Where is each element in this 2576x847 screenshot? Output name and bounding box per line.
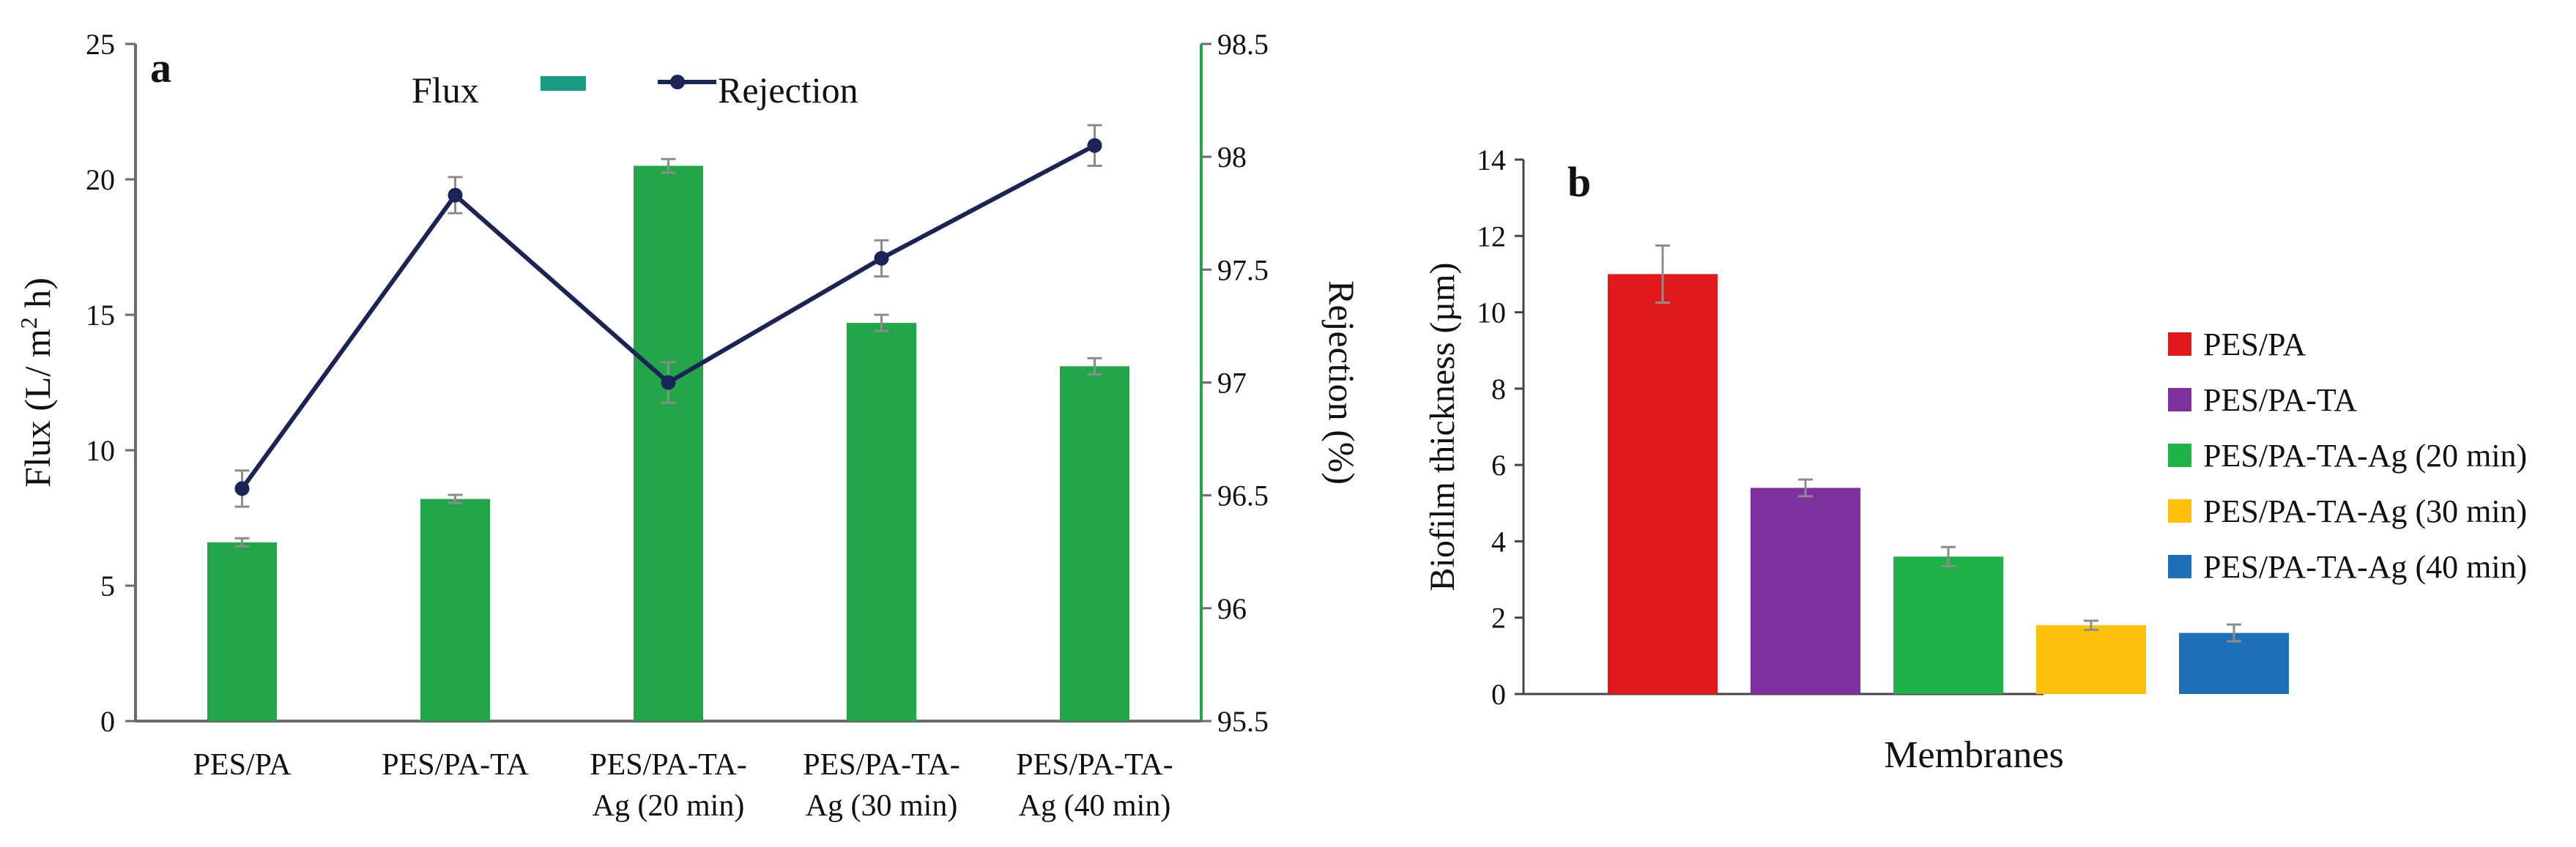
- right-axis-title: Rejection (%): [1321, 280, 1362, 485]
- flux-bar: [634, 165, 703, 721]
- x-axis-title: Membranes: [1884, 734, 2063, 776]
- rejection-point: [448, 187, 463, 203]
- x-tick-label: PES/PA: [193, 748, 292, 782]
- biofilm-bar: [1751, 488, 1860, 694]
- legend-label: PES/PA-TA: [2203, 382, 2357, 418]
- biofilm-bar: [1893, 556, 2003, 694]
- left-axis-title-superscript: 2: [15, 317, 42, 329]
- legend-label: PES/PA: [2203, 327, 2306, 362]
- flux-error-bar: [661, 157, 676, 174]
- left-axis-title: Flux (L/ m2 h): [15, 277, 58, 488]
- right-tick-label: 98.5: [1217, 28, 1269, 61]
- legend-rejection-marker: [670, 75, 685, 89]
- y-tick-label: 14: [1477, 143, 1506, 176]
- left-tick-label: 25: [86, 28, 115, 61]
- panel-a-flux-rejection-chart: 0 5 10 15 20 25 95.5 96 96.5 97 97.5 98 98.5 PES/PA PE…: [15, 28, 1362, 823]
- right-tick-label: 95.5: [1217, 705, 1269, 738]
- legend-flux-label: Flux: [412, 70, 479, 111]
- x-tick-label: PES/PA-TA-: [1016, 748, 1173, 782]
- right-tick-label: 98: [1217, 141, 1247, 173]
- right-tick-label: 96.5: [1217, 480, 1269, 512]
- rejection-point: [234, 481, 250, 496]
- left-tick-label: 10: [86, 434, 115, 467]
- y-axis-title: Biofilm thickness (µm): [1423, 263, 1462, 592]
- right-tick-label: 97.5: [1217, 253, 1269, 286]
- x-tick-label: Ag (30 min): [806, 789, 958, 823]
- y-tick-label: 2: [1491, 602, 1506, 635]
- biofilm-bar: [2036, 625, 2146, 694]
- x-tick-label: Ag (20 min): [593, 789, 745, 823]
- left-tick-label: 0: [100, 705, 115, 738]
- panel-b-biofilm-chart: 0 2 4 6 8 10 12 14 Membranes Biofilm thickness (µ…: [1423, 143, 2527, 776]
- biofilm-error-bar: [1941, 545, 1956, 567]
- legend-swatch: [2168, 388, 2191, 411]
- legend-swatch: [2168, 555, 2191, 578]
- flux-bar: [420, 499, 490, 721]
- legend-label: PES/PA-TA-Ag (20 min): [2203, 438, 2527, 474]
- right-tick-label: 96: [1217, 592, 1247, 625]
- legend-flux-swatch: [541, 76, 586, 91]
- y-tick-label: 6: [1491, 449, 1506, 482]
- y-tick-label: 8: [1491, 373, 1506, 406]
- x-tick-label: PES/PA-TA: [382, 748, 529, 782]
- flux-error-bar: [448, 493, 463, 504]
- panel-label-b: b: [1567, 158, 1591, 206]
- left-axis-title-main: Flux (L/ m: [17, 329, 58, 488]
- panel-label-a: a: [150, 44, 171, 92]
- flux-bar: [207, 542, 277, 721]
- right-tick-label: 97: [1217, 367, 1247, 400]
- y-tick-label: 12: [1477, 220, 1506, 253]
- y-tick-label: 10: [1477, 296, 1506, 329]
- biofilm-bar: [1608, 274, 1718, 694]
- legend-swatch: [2168, 444, 2191, 467]
- left-tick-label: 20: [86, 163, 115, 196]
- legend-label: PES/PA-TA-Ag (40 min): [2203, 549, 2527, 585]
- flux-error-bar: [234, 537, 250, 548]
- y-tick-label: 4: [1491, 525, 1506, 558]
- biofilm-bar: [2179, 633, 2289, 694]
- x-tick-label: PES/PA-TA-: [590, 748, 746, 782]
- flux-bar: [1060, 366, 1129, 721]
- rejection-point: [874, 250, 889, 266]
- biofilm-error-bar: [1655, 244, 1670, 305]
- biofilm-error-bar: [1798, 478, 1813, 498]
- legend-rejection-label: Rejection: [718, 70, 858, 111]
- left-tick-label: 5: [100, 570, 115, 602]
- rejection-point: [661, 375, 676, 390]
- biofilm-error-bar: [2084, 619, 2098, 631]
- left-tick-label: 15: [86, 299, 115, 332]
- left-axis-title-tail: h): [17, 277, 58, 317]
- flux-error-bar: [874, 313, 889, 332]
- legend-label: PES/PA-TA-Ag (30 min): [2203, 493, 2527, 529]
- rejection-point: [1087, 138, 1102, 153]
- flux-bar: [847, 323, 916, 722]
- x-tick-label: PES/PA-TA-: [803, 748, 959, 782]
- x-tick-label: Ag (40 min): [1019, 789, 1171, 823]
- legend-swatch: [2168, 332, 2191, 356]
- biofilm-error-bar: [2227, 623, 2241, 643]
- y-tick-label: 0: [1491, 678, 1506, 711]
- flux-error-bar: [1087, 357, 1102, 376]
- legend-swatch: [2168, 499, 2191, 523]
